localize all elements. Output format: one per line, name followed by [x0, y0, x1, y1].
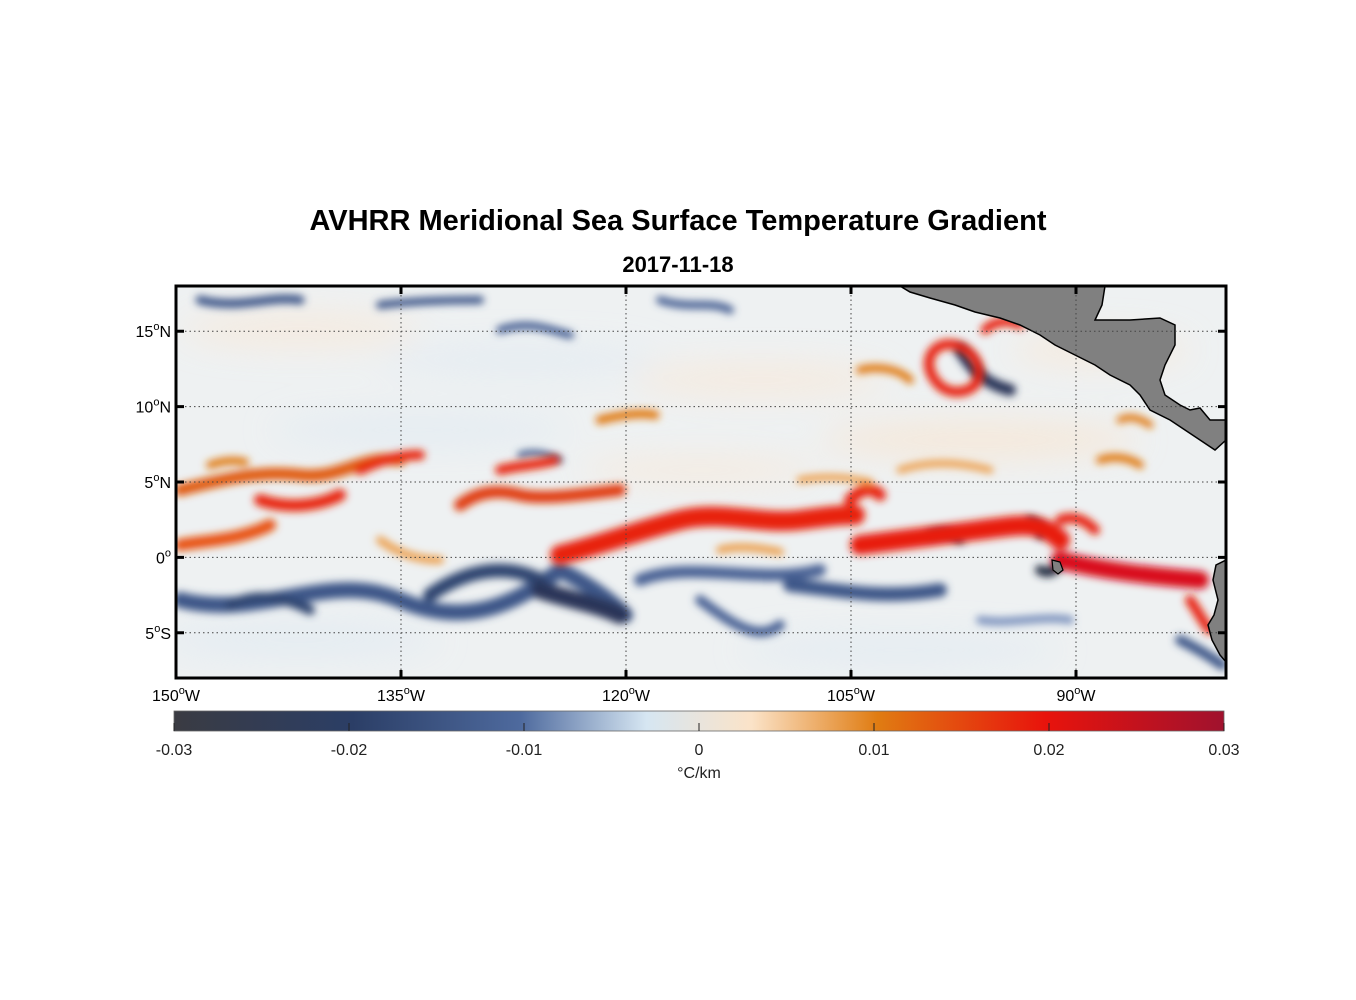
colorbar-tick-label: -0.01 [506, 742, 543, 759]
lat-tick-label: 5oS [145, 623, 171, 643]
lat-tick-label: 15oN [136, 321, 171, 341]
chart-title: AVHRR Meridional Sea Surface Temperature… [309, 205, 1047, 237]
land-central-america [898, 286, 1226, 451]
colorbar-tick-label: -0.02 [331, 742, 368, 759]
lat-tick-label: 0o [156, 547, 171, 567]
lon-tick-label: 105oW [827, 685, 876, 705]
lon-tick-label: 150oW [152, 685, 201, 705]
lon-tick-label: 135oW [377, 685, 426, 705]
colorbar-ticks: -0.03 -0.02 -0.01 0 0.01 0.02 0.03 [156, 723, 1240, 759]
colorbar-tick-label: 0 [695, 742, 704, 759]
longitude-axis: 150oW 135oW 120oW 105oW 90oW [152, 286, 1096, 705]
positive-gradient-features [176, 317, 1215, 635]
colorbar-tick-label: -0.03 [156, 742, 193, 759]
lat-tick-label: 5oN [144, 472, 171, 492]
land-galapagos [1051, 559, 1064, 575]
colorbar-tick-label: 0.03 [1208, 742, 1239, 759]
colorbar-tick-label: 0.02 [1033, 742, 1064, 759]
map-plot-area [176, 286, 1226, 678]
latitude-axis: 15oN 10oN 5oN 0o 5oS [136, 321, 1226, 643]
colorbar [174, 711, 1224, 731]
lat-tick-label: 10oN [136, 397, 171, 417]
lon-tick-label: 90oW [1056, 685, 1096, 705]
colorbar-tick-label: 0.01 [858, 742, 889, 759]
chart-subtitle: 2017-11-18 [622, 252, 734, 277]
lon-tick-label: 120oW [602, 685, 651, 705]
land-south-america [1207, 559, 1226, 664]
colorbar-unit-label: °C/km [677, 765, 721, 782]
